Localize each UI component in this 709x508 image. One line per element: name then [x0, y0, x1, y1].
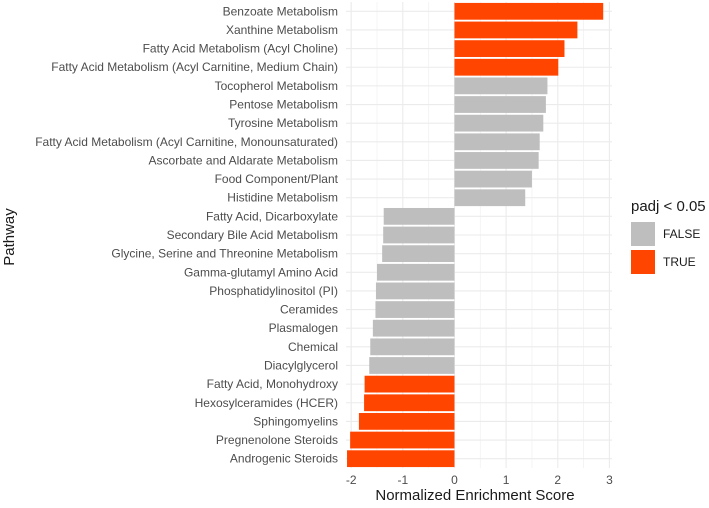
legend-label: FALSE	[663, 227, 700, 241]
legend-title: padj < 0.05	[631, 198, 706, 215]
bar-ascorbate-and-aldarate-metabolism	[454, 152, 539, 169]
bar-gamma-glutamyl-amino-acid	[376, 263, 455, 281]
pathway-label: Tocopherol Metabolism	[215, 79, 338, 93]
x-tick-label: 2	[554, 473, 561, 487]
pathway-label: Androgenic Steroids	[230, 452, 338, 466]
pathway-label: Xanthine Metabolism	[226, 23, 338, 37]
x-axis-ticks: -2 -1 0 1 2 3	[346, 473, 613, 487]
pathway-label: Fatty Acid Metabolism (Acyl Carnitine, M…	[51, 60, 338, 74]
y-axis-title: Pathway	[1, 208, 18, 266]
x-tick-label: 3	[606, 473, 613, 487]
bar-fatty-acid-monohydroxy	[364, 375, 455, 393]
pathway-label: Secondary Bile Acid Metabolism	[167, 228, 338, 242]
x-tick-label: 1	[503, 473, 510, 487]
pathway-label: Diacylglycerol	[264, 358, 338, 372]
pathway-label: Fatty Acid Metabolism (Acyl Carnitine, M…	[35, 135, 338, 149]
legend-key-false	[631, 222, 655, 246]
bar-benzoate-metabolism	[454, 2, 604, 20]
bar-secondary-bile-acid-metabolism	[383, 226, 455, 244]
pathway-tick-labels: Benzoate Metabolism Xanthine Metabolism Fa…	[35, 4, 338, 465]
pathway-label: Gamma-glutamyl Amino Acid	[184, 265, 338, 279]
bar-tyrosine-metabolism	[454, 114, 544, 132]
pathway-label: Food Component/Plant	[215, 172, 339, 186]
bar-food-component-plant	[454, 170, 532, 188]
bar-tocopherol-metabolism	[454, 77, 548, 95]
pathway-label: Ascorbate and Aldarate Metabolism	[149, 153, 338, 167]
bar-androgenic-steroids	[347, 450, 455, 468]
bar-fatty-acid-metabolism-acyl-choline	[454, 40, 565, 57]
bar-glycine-serine-and-threonine-metabolism	[382, 245, 455, 263]
bar-chemical	[370, 338, 455, 356]
bar-fatty-acid-metabolism-acyl-carnitine-monounsaturated	[454, 133, 540, 151]
bar-xanthine-metabolism	[454, 21, 578, 39]
pathway-label: Hexosylceramides (HCER)	[195, 396, 338, 410]
bar-fatty-acid-dicarboxylate	[383, 207, 455, 225]
pathway-label: Fatty Acid, Dicarboxylate	[206, 209, 338, 223]
bar-diacylglycerol	[369, 357, 455, 374]
x-tick-label: 0	[451, 473, 458, 487]
bar-pregnenolone-steroids	[350, 431, 455, 449]
bar-plasmalogen	[372, 319, 455, 337]
bars	[347, 2, 604, 468]
pathway-label: Fatty Acid, Monohydroxy	[207, 377, 338, 391]
pathway-label: Pentose Metabolism	[229, 98, 338, 112]
bar-fatty-acid-metabolism-acyl-carnitine-medium-chain	[454, 58, 559, 76]
x-axis-title: Normalized Enrichment Score	[375, 487, 574, 504]
bar-hexosylceramides-hcer	[364, 394, 455, 412]
bar-histidine-metabolism	[454, 189, 526, 207]
bar-sphingomyelins	[358, 413, 455, 430]
legend-key-true	[631, 250, 655, 274]
bar-phosphatidylinositol-pi	[375, 282, 455, 300]
pathway-label: Glycine, Serine and Threonine Metabolism	[111, 247, 338, 261]
x-tick-label: -1	[397, 473, 408, 487]
x-tick-label: -2	[346, 473, 357, 487]
pathway-label: Histidine Metabolism	[227, 191, 338, 205]
pathway-label: Pregnenolone Steroids	[216, 433, 338, 447]
pathway-label: Chemical	[288, 340, 338, 354]
pathway-label: Plasmalogen	[269, 321, 338, 335]
legend-label: TRUE	[663, 255, 696, 269]
pathway-label: Fatty Acid Metabolism (Acyl Choline)	[143, 42, 338, 56]
pathway-label: Benzoate Metabolism	[223, 4, 338, 18]
pathway-label: Sphingomyelins	[253, 414, 338, 428]
pathway-label: Ceramides	[280, 303, 338, 317]
bar-ceramides	[375, 301, 455, 318]
pathway-label: Tyrosine Metabolism	[228, 116, 338, 130]
pathway-label: Phosphatidylinositol (PI)	[209, 284, 338, 298]
legend: padj < 0.05 FALSE TRUE	[631, 198, 706, 274]
bar-pentose-metabolism	[454, 96, 546, 113]
